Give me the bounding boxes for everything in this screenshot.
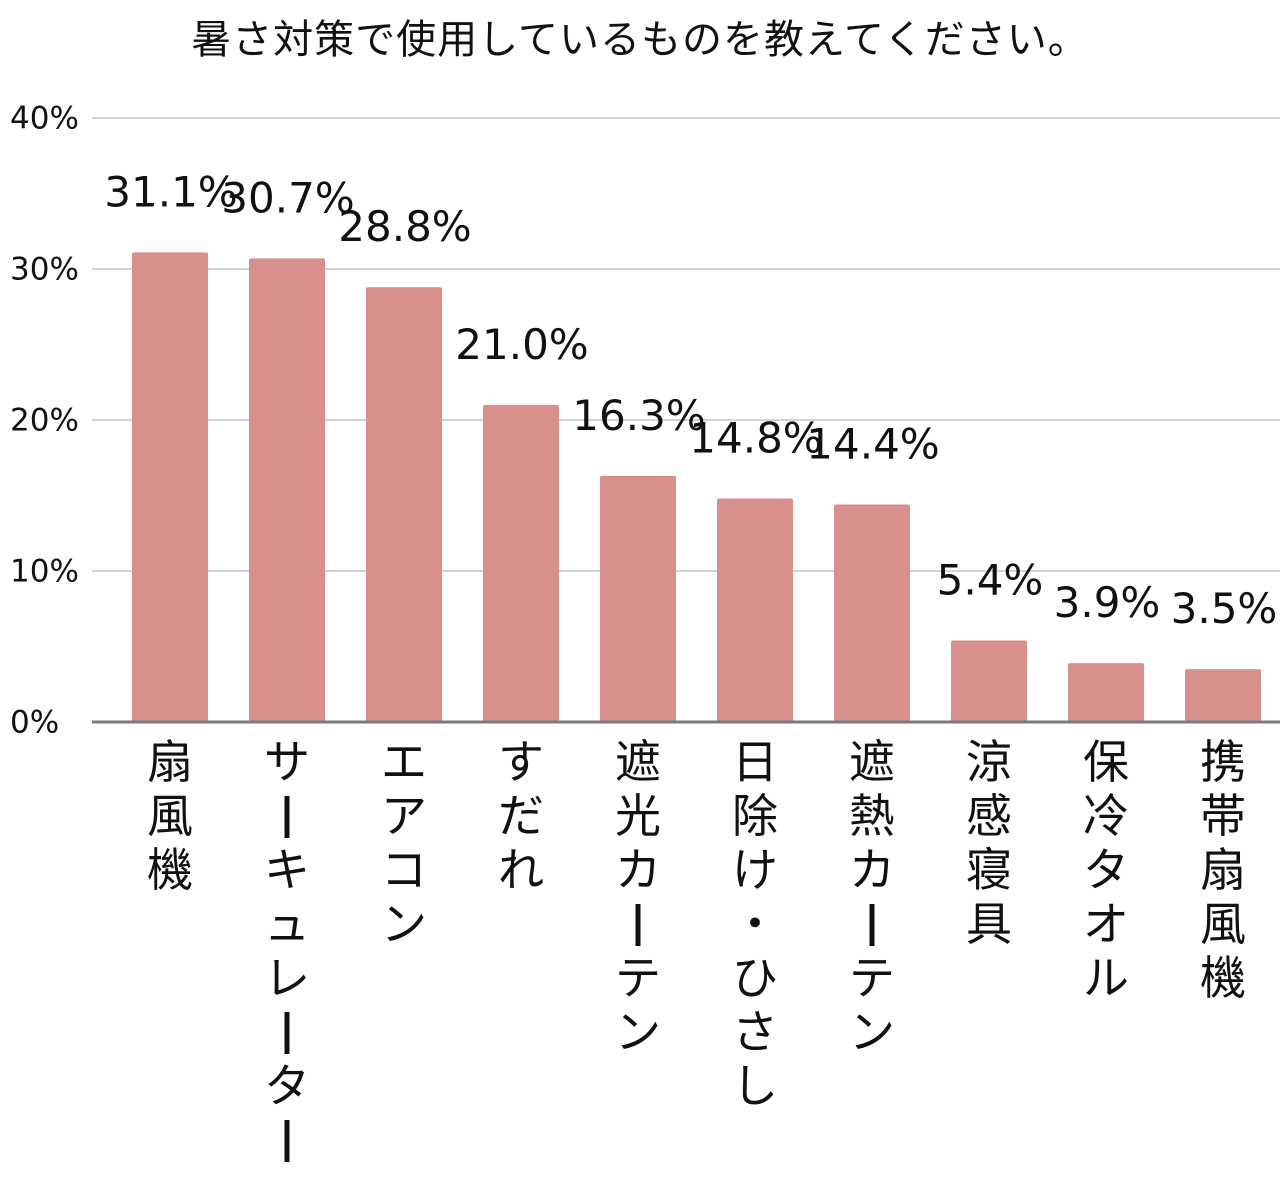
bar — [1068, 663, 1144, 722]
data-label: 28.8% — [338, 202, 471, 251]
x-tick-label: 日除け・ひさし — [732, 735, 778, 1113]
bar — [834, 504, 910, 722]
x-tick-label: 扇風機 — [147, 735, 193, 897]
bar — [249, 258, 325, 722]
bar — [366, 287, 442, 722]
x-tick-char: 機 — [147, 843, 193, 897]
data-label: 3.9% — [1054, 578, 1161, 627]
x-tick-char: コ — [381, 843, 427, 897]
x-tick-char: だ — [498, 789, 544, 843]
x-tick-char: 保 — [1083, 735, 1129, 789]
x-tick-char: れ — [498, 843, 544, 897]
y-tick-label: 40% — [10, 101, 79, 137]
x-tick-char: ア — [381, 789, 427, 843]
x-tick-char: ン — [381, 897, 427, 951]
y-tick-label: 30% — [10, 252, 79, 288]
x-tick-char: す — [498, 735, 544, 789]
category-labels: 扇風機サキュレタエアコンすだれ遮光カテン日除け・ひさし遮熱カテン涼感寝具保冷タオ… — [147, 735, 1246, 1162]
x-tick-char: タ — [1083, 843, 1129, 897]
y-tick-label: 20% — [10, 403, 79, 439]
x-tick-char: キ — [264, 843, 310, 897]
x-tick-char: 具 — [966, 897, 1012, 951]
data-label: 30.7% — [221, 173, 354, 222]
x-tick-char: ひ — [732, 951, 778, 1005]
value-labels: 31.1%30.7%28.8%21.0%16.3%14.8%14.4%5.4% 3… — [104, 167, 1277, 633]
data-label: 14.8% — [689, 414, 822, 463]
x-tick-char: 機 — [1200, 951, 1246, 1005]
x-tick-char: 熱 — [849, 789, 895, 843]
x-tick-char: カ — [849, 843, 895, 897]
x-tick-char: 風 — [147, 789, 193, 843]
x-tick-char: サ — [264, 735, 310, 789]
x-tick-char: テ — [615, 951, 661, 1005]
chart-title: 暑さ対策で使用しているものを教えてください。 — [191, 17, 1089, 63]
x-tick-char: テ — [849, 951, 895, 1005]
y-axis-ticks: 0% 10% 20% 30% 40% — [10, 101, 79, 741]
bar — [1185, 669, 1261, 722]
x-tick-char: け — [732, 843, 778, 897]
x-tick-char: ュ — [264, 897, 310, 951]
x-tick-char: ・ — [732, 897, 778, 951]
data-label: 14.4% — [806, 420, 939, 469]
x-tick-char: 感 — [966, 789, 1012, 843]
bar — [951, 640, 1027, 722]
x-tick-char: さ — [732, 1005, 778, 1059]
y-tick-label: 0% — [10, 705, 59, 741]
x-tick-char: エ — [381, 735, 427, 789]
bar — [483, 404, 559, 722]
x-tick-char: 帯 — [1200, 789, 1246, 843]
x-tick-char: ル — [1083, 951, 1129, 1005]
x-tick-char: し — [732, 1059, 778, 1113]
bars — [132, 252, 1261, 722]
x-tick-char: 日 — [732, 735, 778, 789]
bar — [717, 498, 793, 722]
bar — [132, 252, 208, 722]
x-tick-char: レ — [264, 951, 310, 1005]
y-tick-label: 10% — [10, 554, 79, 590]
data-label: 16.3% — [572, 391, 705, 440]
x-tick-label: すだれ — [498, 735, 544, 897]
x-tick-char: 涼 — [966, 735, 1012, 789]
x-tick-char: 除 — [732, 789, 778, 843]
data-label: 31.1% — [104, 167, 237, 216]
x-tick-char: カ — [615, 843, 661, 897]
x-tick-char: タ — [264, 1059, 310, 1113]
x-tick-char: ン — [849, 1005, 895, 1059]
x-tick-char: 冷 — [1083, 789, 1129, 843]
data-label: 5.4% — [937, 555, 1044, 604]
x-tick-char: ン — [615, 1005, 661, 1059]
x-tick-char: 寝 — [966, 843, 1012, 897]
data-label: 21.0% — [455, 320, 588, 369]
x-tick-char: 風 — [1200, 897, 1246, 951]
x-tick-char: 遮 — [615, 735, 661, 789]
data-label: 3.5% — [1171, 584, 1278, 633]
x-tick-char: 遮 — [849, 735, 895, 789]
x-tick-char: 光 — [615, 789, 661, 843]
x-tick-char: 扇 — [147, 735, 193, 789]
x-tick-char: 扇 — [1200, 843, 1246, 897]
x-tick-char: 携 — [1200, 735, 1246, 789]
x-tick-char: オ — [1083, 897, 1129, 951]
bar — [600, 475, 676, 722]
